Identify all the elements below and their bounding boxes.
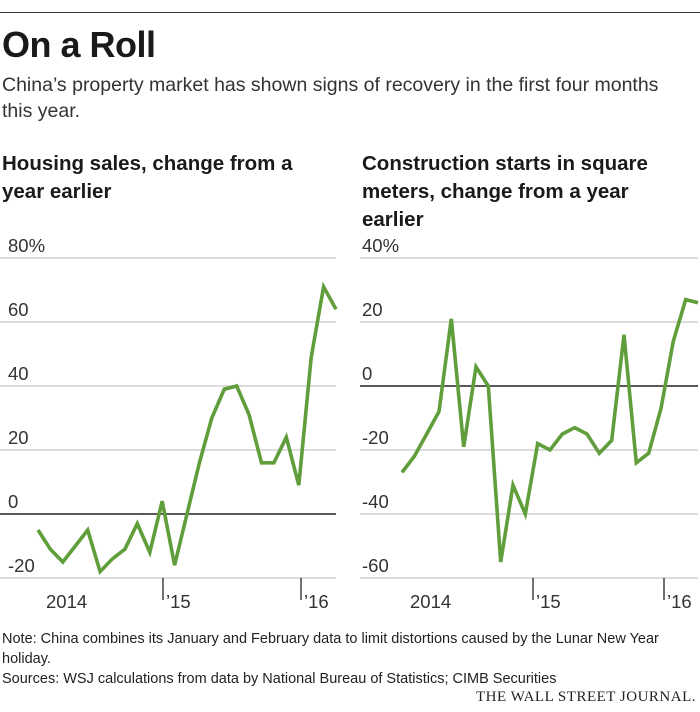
footnote: Note: China combines its January and Feb… (2, 631, 659, 667)
x-tick-label: ’15 (536, 591, 561, 612)
sources-line: Sources: WSJ calculations from data by N… (2, 671, 557, 687)
x-tick-label: ’16 (667, 591, 692, 612)
y-tick-label: -40 (362, 491, 389, 512)
y-tick-label: 0 (362, 363, 372, 384)
x-tick-label: 2014 (46, 591, 87, 612)
y-tick-label: 40 (8, 363, 29, 384)
panel-title-construction-starts: Construction starts in square meters, ch… (362, 152, 648, 231)
x-tick-label: ’15 (166, 591, 191, 612)
x-tick-label: 2014 (410, 591, 451, 612)
series-line (400, 297, 699, 563)
y-tick-label: -60 (362, 555, 389, 576)
chart-subtitle: China’s property market has shown signs … (2, 74, 659, 122)
y-tick-label: -20 (8, 555, 35, 576)
publisher-logo: THE WALL STREET JOURNAL. (475, 689, 696, 705)
y-tick-label: 20 (8, 427, 29, 448)
x-tick-label: ’16 (304, 591, 329, 612)
y-tick-label: -20 (362, 427, 389, 448)
y-tick-label: 0 (8, 491, 18, 512)
y-tick-label: 20 (362, 299, 383, 320)
y-tick-label: 80% (8, 235, 45, 256)
top-rule (0, 12, 700, 13)
series-line (36, 281, 338, 576)
y-tick-label: 60 (8, 299, 29, 320)
y-tick-label: 40% (362, 235, 399, 256)
chart-title: On a Roll (2, 24, 156, 65)
charts-area: 80% 60 40 20 0 -20 2014 ’15 ’16 40% 20 0 -20 -40 -60 20… (0, 235, 699, 612)
panel-title-housing-sales: Housing sales, change from a year earlie… (2, 152, 293, 203)
